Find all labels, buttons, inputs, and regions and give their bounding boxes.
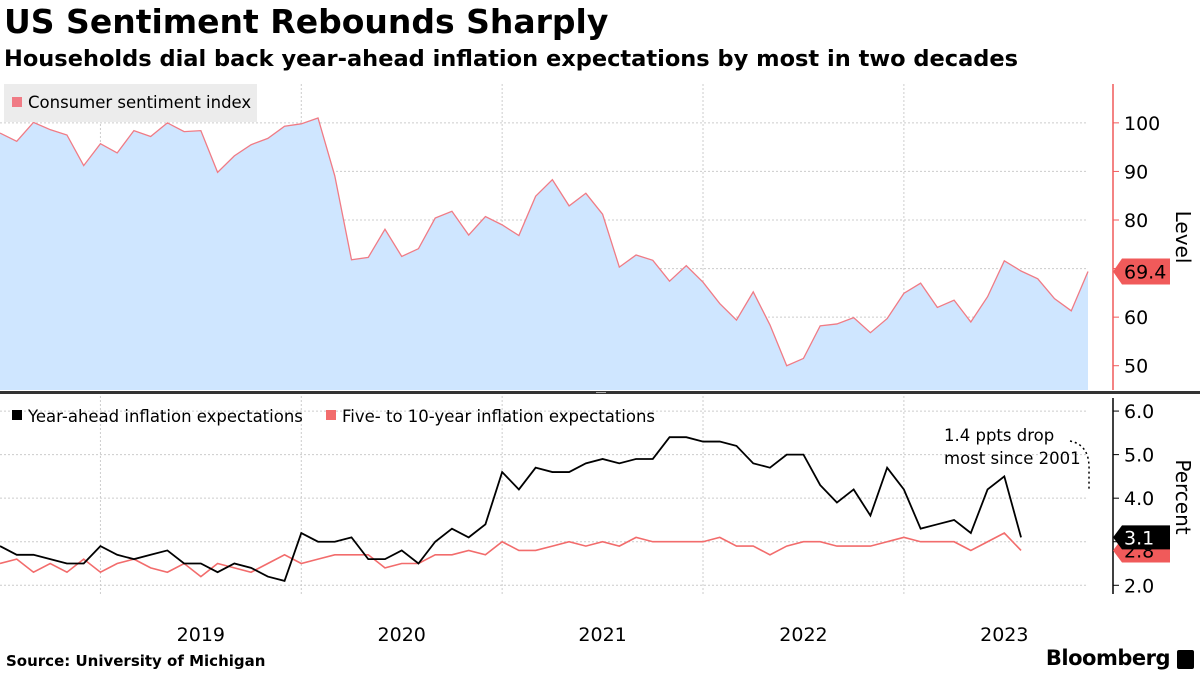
annotation-connector bbox=[1069, 440, 1090, 490]
y-tick-label: 5.0 bbox=[1124, 445, 1154, 467]
sentiment-line bbox=[0, 117, 1089, 367]
y-axis-title-top: Level bbox=[1171, 211, 1195, 264]
last-value-label-sentiment: 69.4 bbox=[1124, 261, 1166, 283]
legend-label-sentiment: Consumer sentiment index bbox=[28, 93, 251, 112]
last-value-label-year-ahead: 3.1 bbox=[1124, 527, 1154, 549]
legend-swatch-sentiment bbox=[12, 97, 22, 107]
chart-title: US Sentiment Rebounds Sharply bbox=[4, 2, 609, 41]
y-tick-label: 60 bbox=[1124, 307, 1148, 329]
legend-swatch-year-ahead bbox=[12, 410, 22, 420]
legend-swatch-five-ten bbox=[326, 410, 336, 420]
x-tick-label: 2019 bbox=[177, 624, 225, 646]
last-value-tag-year-ahead bbox=[1113, 525, 1170, 550]
x-tick-label: 2020 bbox=[378, 624, 426, 646]
annotation-line-2: most since 2001 bbox=[944, 449, 1081, 468]
x-tick-label: 2021 bbox=[578, 624, 626, 646]
y-axis-title-bottom: Percent bbox=[1171, 459, 1195, 534]
legend-label-five-ten: Five- to 10-year inflation expectations bbox=[342, 407, 655, 426]
annotation-line-1: 1.4 ppts drop bbox=[944, 426, 1054, 445]
sentiment-area bbox=[0, 118, 1088, 390]
y-tick-label: 90 bbox=[1124, 161, 1148, 183]
chart-subtitle: Households dial back year-ahead inflatio… bbox=[4, 46, 1019, 72]
y-tick-label: 4.0 bbox=[1124, 488, 1154, 510]
source-note: Source: University of Michigan bbox=[6, 652, 266, 670]
y-tick-label: 100 bbox=[1124, 113, 1160, 135]
brand-mark-icon bbox=[1177, 650, 1194, 669]
x-tick-label: 2022 bbox=[779, 624, 827, 646]
y-tick-label: 80 bbox=[1124, 210, 1148, 232]
y-tick-label: 2.0 bbox=[1124, 575, 1154, 597]
legend-box-top bbox=[4, 84, 257, 122]
y-tick-label: 50 bbox=[1124, 356, 1148, 378]
last-value-tag-sentiment bbox=[1113, 258, 1170, 285]
year-ahead-line bbox=[0, 436, 1022, 583]
brand-logo: Bloomberg bbox=[1045, 646, 1171, 670]
x-tick-label: 2023 bbox=[980, 624, 1028, 646]
five-ten-year-line bbox=[0, 532, 1022, 578]
y-tick-label: 6.0 bbox=[1124, 401, 1154, 423]
legend-label-year-ahead: Year-ahead inflation expectations bbox=[27, 407, 303, 426]
